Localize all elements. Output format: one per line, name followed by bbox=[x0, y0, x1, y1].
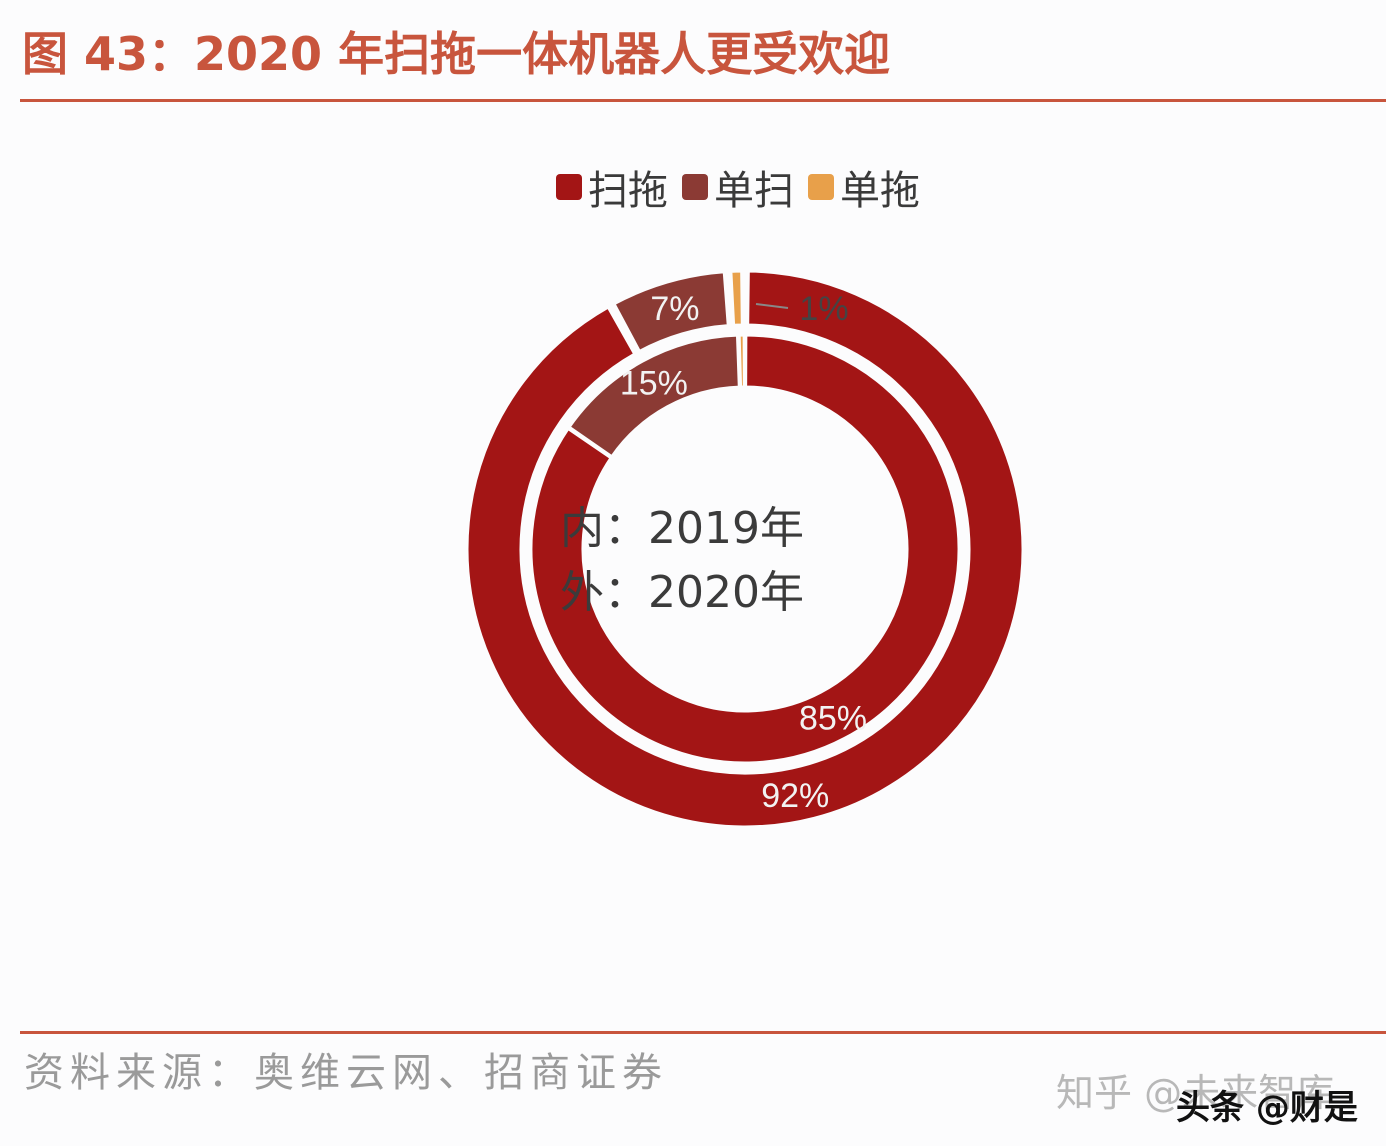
slice-inner-扫拖 bbox=[529, 333, 961, 765]
zhihu-watermark: 知乎 @未来智库 bbox=[1056, 1071, 1335, 1115]
legend-label-dantuo: 单拖 bbox=[840, 168, 920, 214]
data-label-outer-1: 7% bbox=[650, 290, 699, 328]
legend-label-dansao: 单扫 bbox=[714, 168, 794, 214]
slice-outer-扫拖 bbox=[465, 269, 1025, 829]
data-label-outer-0: 92% bbox=[761, 777, 829, 815]
toutiao-watermark: 头条 @财是 bbox=[1176, 1088, 1358, 1128]
legend-swatch-dantuo bbox=[808, 174, 834, 200]
legend-swatch-saotuo bbox=[556, 174, 582, 200]
legend-label-saotuo: 扫拖 bbox=[588, 168, 668, 214]
chart-title: 图 43：2020 年扫拖一体机器人更受欢迎 bbox=[22, 27, 891, 81]
source-note: 资料来源：奥维云网、招商证券 bbox=[24, 1050, 668, 1096]
top-rule bbox=[20, 99, 1386, 102]
data-label-outer-2: 1% bbox=[799, 290, 848, 328]
legend-item-dantuo: 单拖 bbox=[808, 158, 920, 216]
center-label-outer: 外：2020年 bbox=[560, 567, 804, 618]
data-label-inner-1: 15% bbox=[620, 364, 688, 402]
legend: 扫拖 单扫 单拖 bbox=[556, 158, 934, 216]
legend-item-dansao: 单扫 bbox=[682, 158, 794, 216]
slice-inner-单拖 bbox=[737, 333, 746, 389]
slice-inner-单扫 bbox=[566, 333, 741, 459]
data-label-inner-0: 85% bbox=[799, 699, 867, 737]
slice-outer-单扫 bbox=[611, 270, 730, 354]
center-label-inner: 内：2019年 bbox=[560, 503, 804, 554]
legend-item-saotuo: 扫拖 bbox=[556, 158, 668, 216]
slice-outer-单拖 bbox=[729, 269, 744, 327]
bottom-rule bbox=[20, 1031, 1386, 1034]
leader-line-1pct bbox=[755, 303, 789, 309]
legend-swatch-dansao bbox=[682, 174, 708, 200]
